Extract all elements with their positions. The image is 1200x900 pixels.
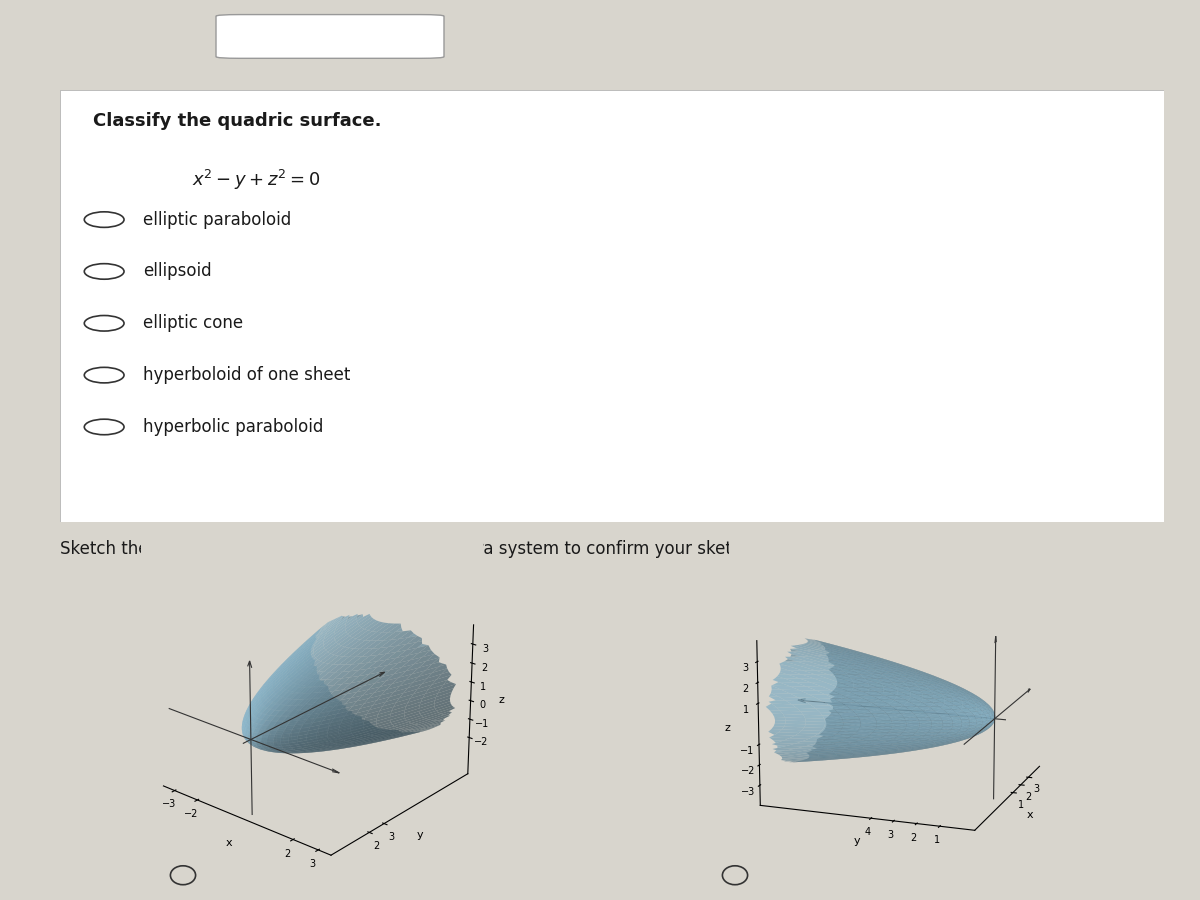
Text: elliptic paraboloid: elliptic paraboloid: [143, 211, 292, 229]
Y-axis label: y: y: [416, 830, 424, 840]
Text: Classify the quadric surface.: Classify the quadric surface.: [94, 112, 382, 130]
Text: elliptic cone: elliptic cone: [143, 314, 242, 332]
Text: hyperboloid of one sheet: hyperboloid of one sheet: [143, 366, 350, 384]
X-axis label: x: x: [1027, 810, 1033, 820]
Y-axis label: y: y: [853, 836, 860, 846]
Text: Sketch the quadric surface. Use a computer algebra system to confirm your sketch: Sketch the quadric surface. Use a comput…: [60, 540, 757, 558]
Text: ellipsoid: ellipsoid: [143, 263, 211, 281]
X-axis label: x: x: [226, 838, 233, 848]
FancyBboxPatch shape: [216, 14, 444, 58]
FancyBboxPatch shape: [60, 90, 1164, 522]
Text: $x^2 - y + z^2 = 0$: $x^2 - y + z^2 = 0$: [192, 167, 320, 192]
Text: hyperbolic paraboloid: hyperbolic paraboloid: [143, 418, 323, 436]
